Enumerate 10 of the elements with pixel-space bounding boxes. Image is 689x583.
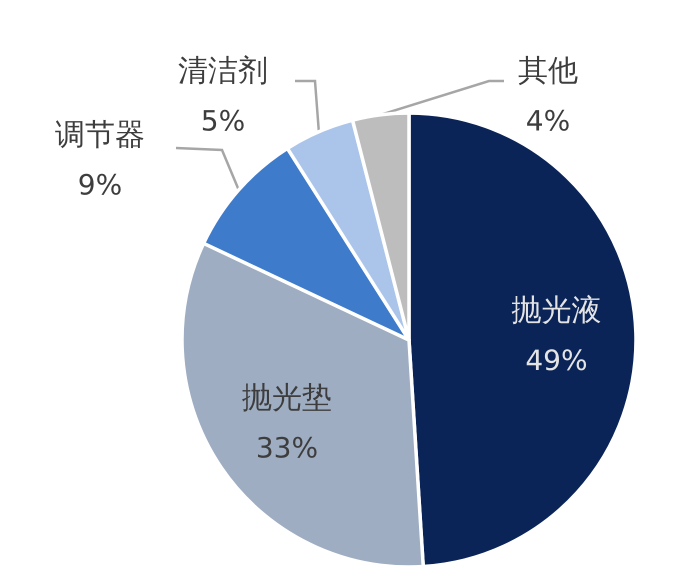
slice-label: 抛光垫 [242, 380, 332, 416]
data-label: 4% [526, 104, 570, 138]
data-label: 5% [200, 104, 246, 138]
data-label: 49% [525, 344, 588, 377]
slice-label: 抛光液 [511, 292, 602, 328]
data-label: 9% [78, 168, 122, 202]
slice-label: 清洁剂 [178, 54, 268, 88]
data-label: 33% [256, 431, 318, 464]
slice-label: 其他 [518, 54, 578, 88]
slice-label: 调节器 [55, 118, 145, 152]
